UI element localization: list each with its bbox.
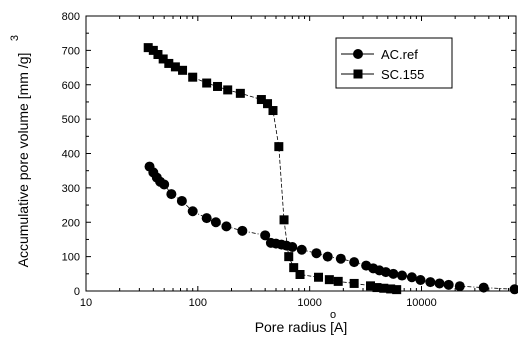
data-point	[314, 272, 324, 282]
data-point	[279, 215, 289, 225]
legend-box	[335, 37, 453, 89]
data-point	[176, 195, 187, 206]
y-tick-label: 300	[62, 183, 80, 195]
x-tick-label: 1000	[297, 297, 321, 309]
data-point	[289, 263, 299, 273]
data-point	[392, 285, 402, 295]
data-point	[349, 278, 359, 288]
data-point	[295, 270, 305, 279]
data-point	[188, 72, 198, 82]
data-point	[158, 54, 168, 64]
data-point	[366, 281, 376, 291]
data-point	[268, 106, 278, 116]
data-point	[274, 142, 284, 152]
data-point	[454, 281, 465, 292]
y-tick-label: 600	[62, 80, 80, 92]
data-point	[256, 95, 266, 105]
data-point	[153, 50, 163, 59]
x-tick-label: 10000	[406, 297, 437, 309]
data-point	[235, 88, 245, 98]
data-point	[380, 267, 391, 278]
y-tick-label: 0	[74, 286, 80, 298]
data-point	[335, 253, 346, 264]
y-tick-label: 700	[62, 45, 80, 57]
data-point	[260, 230, 271, 241]
data-point	[509, 284, 518, 295]
data-point	[296, 244, 307, 255]
data-point	[237, 225, 248, 236]
data-point	[223, 85, 233, 95]
data-point	[349, 257, 360, 268]
data-point	[159, 179, 170, 190]
data-point	[406, 272, 417, 283]
data-point	[478, 282, 489, 293]
data-point	[372, 283, 382, 293]
data-point	[434, 278, 445, 289]
data-point	[415, 275, 426, 285]
y-tick-label: 800	[62, 11, 80, 23]
data-point	[202, 78, 212, 88]
y-tick-label: 400	[62, 149, 80, 161]
data-point	[221, 221, 232, 232]
data-point	[164, 58, 174, 68]
data-point	[187, 206, 198, 217]
data-point	[388, 268, 399, 279]
x-axis-ticks: 10 100 1000 10000	[80, 16, 517, 309]
series-sc-155	[143, 43, 402, 295]
y-axis-label-superscript: 3	[9, 35, 21, 41]
data-point	[386, 284, 396, 294]
data-point	[213, 81, 223, 91]
data-point	[263, 99, 273, 109]
data-point	[443, 279, 454, 290]
series-ac-ref	[144, 161, 518, 295]
data-point	[324, 275, 334, 285]
y-tick-label: 100	[62, 252, 80, 264]
data-point	[170, 62, 180, 72]
data-point	[287, 242, 298, 252]
legend-label: AC.ref	[381, 47, 418, 62]
y-axis-ticks: 0 100 200 300 400 500 600 700 800	[62, 11, 516, 298]
legend-label: SC.155	[381, 67, 424, 82]
y-tick-label: 200	[62, 217, 80, 229]
data-point	[311, 248, 322, 259]
legend: AC.ref SC.155	[335, 37, 453, 89]
series-line	[149, 166, 515, 290]
y-tick-label: 500	[62, 114, 80, 126]
legend-marker	[353, 49, 363, 59]
data-point	[284, 252, 294, 262]
data-point	[166, 189, 177, 200]
data-point	[322, 251, 333, 262]
data-point	[143, 43, 153, 53]
x-tick-label: 100	[189, 297, 207, 309]
data-point	[178, 65, 188, 75]
data-point	[210, 217, 221, 228]
y-axis-label: Accumulative pore volume [mm /g]	[15, 53, 31, 268]
data-point	[148, 45, 158, 55]
data-point	[201, 213, 212, 224]
x-axis-label-accent: o	[330, 309, 336, 321]
data-point	[397, 270, 408, 281]
data-point	[379, 283, 389, 293]
x-axis-label: Pore radius [A]	[255, 319, 348, 335]
data-point	[425, 277, 436, 288]
series-layer	[143, 43, 518, 295]
legend-marker	[353, 69, 363, 79]
data-point	[333, 276, 343, 286]
x-tick-label: 10	[80, 297, 92, 309]
